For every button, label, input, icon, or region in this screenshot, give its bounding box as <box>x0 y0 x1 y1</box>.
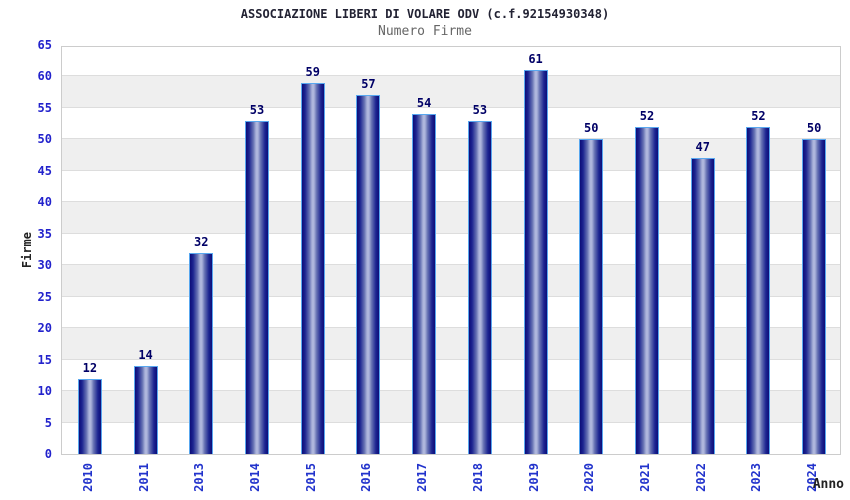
bar <box>746 126 771 454</box>
y-tick-label: 20 <box>37 321 52 336</box>
x-tick-label: 2018 <box>470 463 485 492</box>
bar-value-label: 59 <box>305 64 320 79</box>
bar <box>356 95 381 454</box>
x-tick-label: 2011 <box>136 463 151 492</box>
bar-value-label: 54 <box>416 96 432 111</box>
x-tick-label: 2021 <box>638 463 652 492</box>
chart-subtitle: Numero Firme <box>378 24 472 39</box>
bar-value-label: 50 <box>806 121 822 136</box>
grid-band <box>62 328 840 360</box>
bar-value-label: 52 <box>751 108 766 123</box>
gridline <box>62 169 840 171</box>
bar <box>189 252 214 454</box>
x-tick-label: 2013 <box>192 463 207 492</box>
bar <box>579 139 604 454</box>
gridline <box>62 295 840 297</box>
y-tick-label: 65 <box>37 38 52 52</box>
x-tick-label: 2014 <box>248 463 262 492</box>
bar-value-label: 14 <box>138 347 153 362</box>
bar-value-label: 32 <box>194 234 209 249</box>
gridline <box>62 264 840 266</box>
bar-value-label: 50 <box>584 121 599 136</box>
gridline <box>62 327 840 329</box>
gridline <box>62 421 840 423</box>
grid-band <box>62 76 840 108</box>
bar <box>802 139 827 454</box>
y-tick-label: 45 <box>37 163 52 178</box>
y-tick-label: 60 <box>37 69 52 84</box>
bar <box>523 70 548 454</box>
y-tick-label: 30 <box>37 258 52 273</box>
y-tick-label: 15 <box>37 352 52 367</box>
x-tick-label: 2015 <box>303 463 318 492</box>
bar <box>635 126 659 454</box>
gridline <box>62 358 840 360</box>
bar <box>133 365 158 454</box>
plot-area: 12 14 32 53 59 57 54 53 61 50 52 47 52 50 <box>61 46 841 455</box>
grid-band <box>62 202 840 234</box>
x-axis-title: Anno <box>812 477 844 492</box>
bar <box>300 82 325 454</box>
bar <box>467 120 492 454</box>
x-tick-label: 2020 <box>582 463 597 492</box>
x-tick-label: 2017 <box>415 463 430 492</box>
x-tick-label: 2016 <box>359 463 374 492</box>
y-tick-label: 40 <box>37 195 52 210</box>
bar-value-label: 12 <box>82 360 98 375</box>
bar-value-label: 61 <box>528 52 543 67</box>
bar-value-label: 47 <box>695 140 710 155</box>
grid-band <box>62 265 840 297</box>
y-tick-label: 35 <box>37 226 52 241</box>
bar-value-label: 57 <box>361 77 376 92</box>
bar <box>245 120 269 454</box>
y-tick-label: 10 <box>37 384 52 399</box>
x-tick-label: 2010 <box>80 463 95 492</box>
x-axis-tick-labels: 2010 2011 2013 2014 2015 2016 2017 2018 2019 2020… <box>61 461 841 500</box>
y-tick-label: 5 <box>44 415 52 430</box>
gridline <box>62 232 840 234</box>
x-tick-label: 2019 <box>526 463 541 492</box>
grid-band <box>62 391 840 423</box>
y-tick-label: 25 <box>37 289 52 304</box>
bar <box>690 158 715 454</box>
y-tick-label: 55 <box>37 100 52 115</box>
y-tick-label: 0 <box>44 447 52 461</box>
chart-title: ASSOCIAZIONE LIBERI DI VOLARE ODV (c.f.9… <box>240 7 610 21</box>
gridline <box>62 201 840 203</box>
gridline <box>62 75 840 77</box>
gridline <box>62 106 840 108</box>
bar-value-label: 53 <box>249 102 265 117</box>
bar <box>412 114 437 454</box>
gridline <box>62 390 840 392</box>
y-tick-label: 50 <box>37 132 52 147</box>
gridline <box>62 138 840 140</box>
bar-value-label: 52 <box>639 108 655 123</box>
bar-value-label: 53 <box>472 102 488 117</box>
x-tick-label: 2022 <box>693 463 708 492</box>
x-tick-label: 2023 <box>749 463 764 492</box>
bar <box>77 378 102 454</box>
